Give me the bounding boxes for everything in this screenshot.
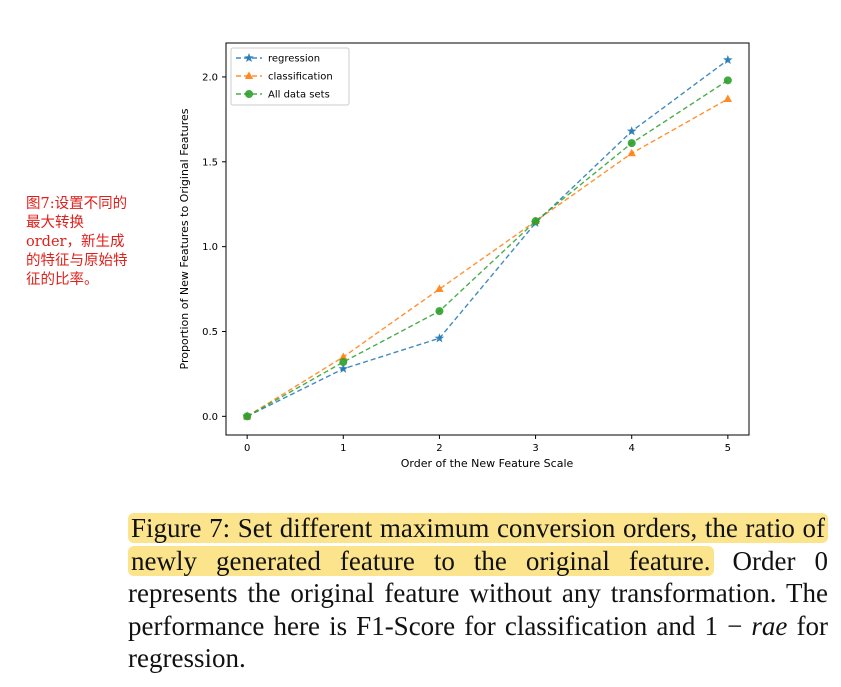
caption-text-end: for regression. (128, 610, 828, 674)
data-point (435, 307, 444, 316)
series-line (246, 98, 729, 417)
y-ticks: 0.0 0.5 1.0 1.5 2.0 (202, 72, 226, 423)
y-tick-label: 0.0 (202, 412, 218, 423)
y-axis-label: Proportion of New Features to Original F… (178, 108, 191, 369)
x-tick-label: 5 (725, 443, 731, 454)
legend-marker (244, 53, 254, 63)
y-tick-label: 1.0 (202, 242, 218, 253)
legend: regression classification All data sets (230, 47, 350, 106)
legend-label: classification (268, 72, 333, 83)
series-line (246, 59, 729, 417)
caption-math: rae (751, 610, 788, 641)
data-point (434, 333, 445, 343)
data-point (723, 94, 733, 102)
data-point (339, 352, 348, 360)
data-point (531, 217, 540, 226)
data-point (435, 284, 444, 293)
x-tick-label: 4 (629, 443, 635, 454)
legend-box (230, 47, 350, 106)
x-axis-label: Order of the New Feature Scale (401, 457, 574, 470)
caption-text: Order 0 represents the original feature … (128, 545, 829, 641)
data-point (338, 363, 349, 373)
x-ticks: 0 1 2 3 4 5 (244, 435, 731, 454)
y-tick-label: 2.0 (202, 72, 218, 83)
legend-marker (244, 71, 254, 79)
x-tick-label: 0 (244, 443, 250, 454)
x-tick-label: 2 (436, 443, 442, 454)
legend-label: regression (268, 54, 320, 65)
x-tick-label: 3 (532, 443, 538, 454)
data-point (627, 139, 636, 148)
legend-label: All data sets (268, 90, 330, 101)
legend-marker (245, 90, 253, 98)
data-point (243, 412, 252, 421)
data-point (723, 54, 733, 65)
figure-caption: Figure 7: Set different maximum conversi… (128, 512, 828, 675)
data-point (339, 358, 348, 367)
handwritten-annotation: 图7:设置不同的最大转换order，新生成的特征与原始特征的比率。 (26, 196, 128, 288)
data-point (723, 76, 732, 85)
data-point (626, 126, 637, 136)
y-tick-label: 1.5 (202, 157, 218, 168)
series-layer (242, 54, 733, 421)
y-tick-label: 0.5 (202, 327, 218, 338)
series-line (246, 79, 729, 417)
line-chart: 0 1 2 3 4 5 0.0 0.5 1.0 1.5 2.0 Order of the New … (178, 42, 750, 470)
x-tick-label: 1 (340, 443, 346, 454)
data-point (627, 148, 636, 157)
